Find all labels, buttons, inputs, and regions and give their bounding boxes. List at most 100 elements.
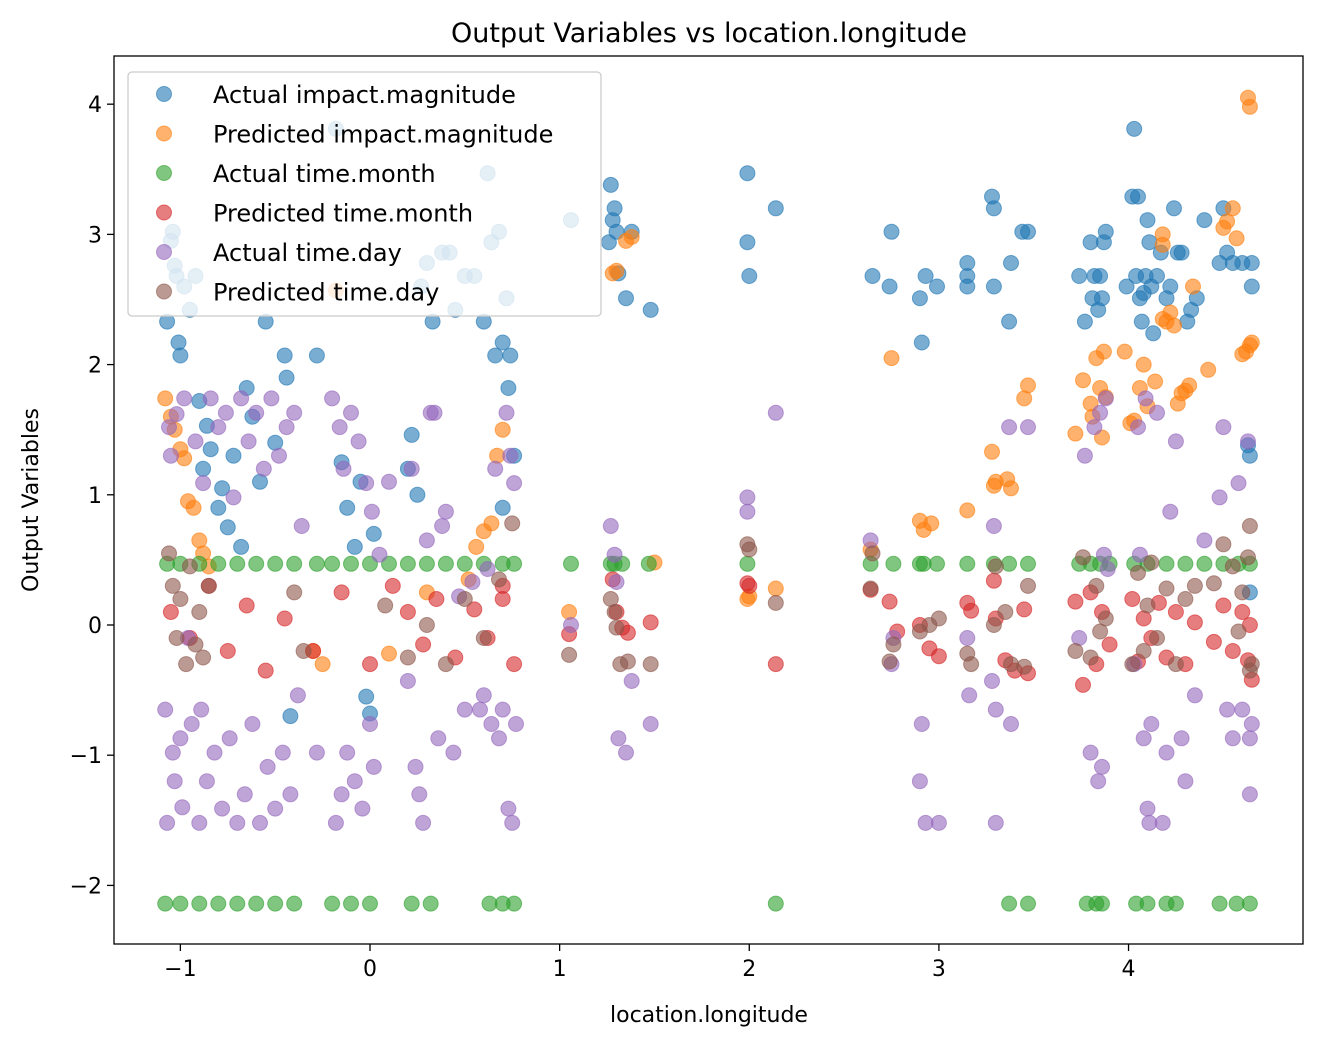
data-point [191, 604, 208, 620]
data-point [159, 814, 176, 831]
data-point [619, 653, 636, 670]
data-point [1094, 290, 1110, 307]
y-tick-label: 1 [88, 484, 102, 509]
legend-label: Predicted impact.magnitude [213, 121, 553, 149]
data-point [362, 716, 378, 732]
data-point [411, 786, 428, 803]
data-point [274, 744, 291, 761]
data-point [881, 278, 898, 295]
data-point [176, 390, 193, 407]
data-point [358, 475, 375, 492]
data-point [739, 165, 756, 182]
data-point [985, 617, 1002, 633]
data-point [1215, 597, 1232, 614]
data-point [221, 730, 238, 747]
data-point [195, 649, 212, 666]
data-point [506, 656, 523, 673]
data-point [987, 814, 1004, 831]
data-point [1234, 584, 1251, 601]
data-point [210, 895, 227, 912]
data-point [161, 419, 177, 436]
data-point [1126, 120, 1143, 137]
data-point [181, 558, 198, 575]
data-point [1124, 656, 1141, 673]
data-point [739, 503, 756, 520]
data-point [333, 786, 350, 803]
data-point [437, 555, 454, 572]
data-point [985, 572, 1002, 589]
data-point [1185, 278, 1201, 295]
series-4 [157, 390, 1260, 831]
data-point [365, 525, 382, 542]
data-point [883, 350, 900, 367]
data-point [767, 404, 784, 421]
x-tick-label: 3 [932, 957, 946, 982]
data-point [276, 610, 293, 627]
data-point [162, 604, 179, 620]
data-point [502, 447, 519, 464]
data-point [1020, 555, 1036, 572]
data-point [1215, 419, 1232, 436]
data-point [267, 800, 284, 817]
data-point [418, 555, 435, 572]
data-point [985, 518, 1002, 534]
data-point [563, 555, 579, 572]
data-point [399, 649, 416, 666]
data-point [1075, 549, 1091, 566]
legend-marker [156, 86, 172, 102]
data-point [422, 895, 439, 912]
data-point [881, 593, 898, 610]
data-point [985, 278, 1002, 295]
data-point [1240, 433, 1256, 450]
data-point [363, 503, 380, 520]
data-point [913, 334, 930, 351]
data-point [985, 200, 1002, 217]
data-point [1090, 773, 1107, 790]
data-point [1137, 390, 1154, 407]
data-point [885, 636, 902, 653]
data-point [255, 460, 272, 477]
data-point [403, 426, 420, 443]
data-point [1173, 244, 1190, 261]
data-point [418, 617, 435, 633]
data-point [377, 597, 394, 614]
data-point [1097, 223, 1114, 240]
data-point [426, 404, 443, 421]
data-point [608, 574, 625, 590]
legend-marker [156, 125, 172, 142]
plot-frame [113, 55, 1304, 945]
data-point [168, 630, 185, 646]
data-point [176, 450, 193, 467]
data-point [187, 433, 204, 450]
data-point [506, 475, 523, 492]
x-axis-label: location.longitude [610, 1003, 808, 1028]
data-point [1196, 212, 1213, 229]
data-point [1071, 268, 1088, 284]
data-point [1167, 604, 1184, 620]
data-point [193, 701, 210, 718]
data-point [168, 406, 185, 423]
data-point [1241, 730, 1258, 747]
data-point [430, 730, 447, 747]
data-point [602, 518, 619, 534]
data-point [178, 656, 195, 673]
data-point [172, 895, 189, 912]
data-point [506, 895, 523, 912]
data-point [1075, 372, 1091, 389]
data-point [350, 433, 367, 450]
data-point [1118, 278, 1135, 295]
data-point [1020, 577, 1036, 594]
data-point [911, 290, 928, 307]
data-point [308, 744, 325, 761]
y-tick-label: −1 [70, 744, 102, 769]
data-point [1003, 716, 1019, 732]
data-point [362, 895, 378, 912]
legend-label: Actual impact.magnitude [213, 81, 516, 109]
data-point [915, 555, 932, 572]
data-point [1133, 313, 1150, 330]
data-point [1241, 447, 1258, 464]
data-point [602, 176, 619, 193]
data-point [1228, 230, 1245, 247]
data-point [864, 268, 881, 284]
y-tick-label: 2 [88, 354, 102, 379]
